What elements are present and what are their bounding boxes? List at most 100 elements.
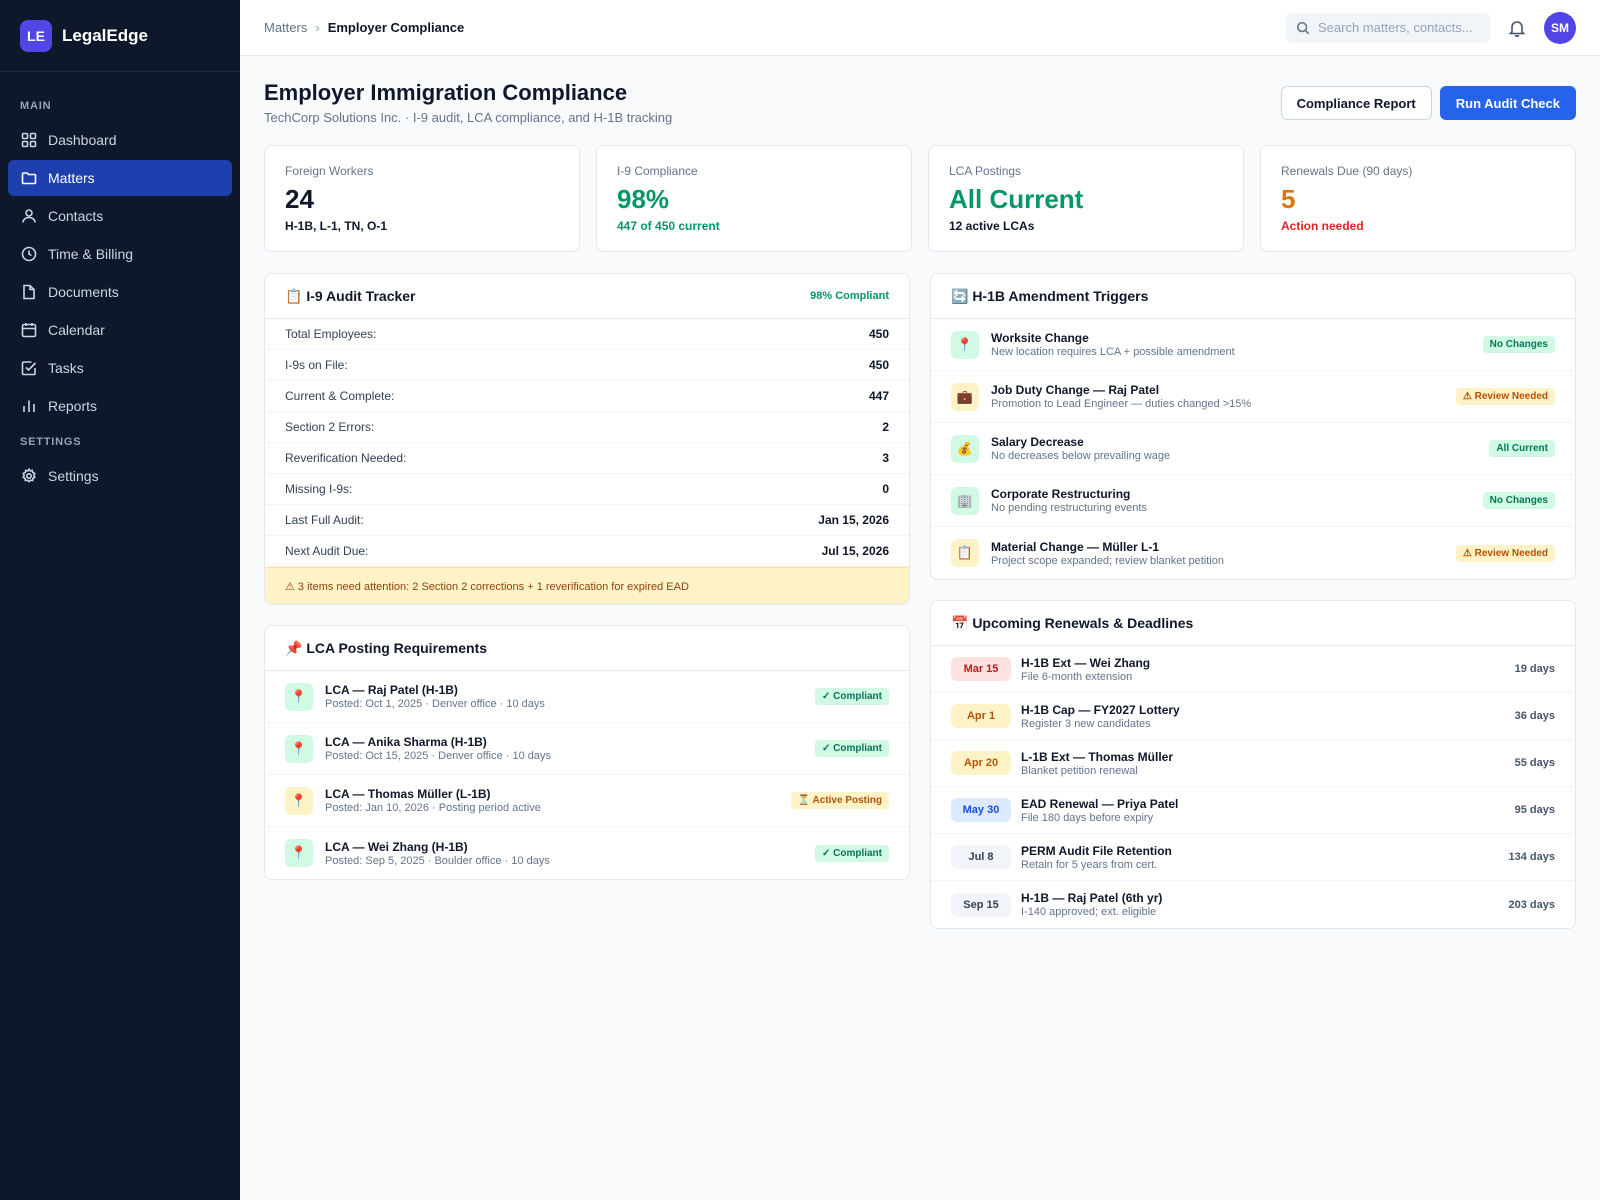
deadline-item[interactable]: Sep 15 H-1B — Raj Patel (6th yr) I-140 app… xyxy=(931,881,1575,928)
card-title: 📋 I-9 Audit Tracker xyxy=(285,287,416,304)
deadline-item[interactable]: Mar 15 H-1B Ext — Wei Zhang File 6-month e… xyxy=(931,646,1575,693)
sidebar-item-time-billing[interactable]: Time & Billing xyxy=(8,236,232,272)
avatar[interactable]: SM xyxy=(1544,11,1576,44)
days-remaining: 19 days xyxy=(1514,663,1555,675)
item-text: Material Change — Müller L-1 Project scop… xyxy=(991,540,1224,567)
left-column: 📋 I-9 Audit Tracker 98% Compliant Total … xyxy=(264,273,910,949)
item-icon: 💰 xyxy=(951,434,979,463)
item-text: PERM Audit File Retention Retain for 5 ye… xyxy=(1021,844,1172,871)
search-box[interactable] xyxy=(1286,12,1490,43)
search-icon xyxy=(1296,21,1310,34)
days-remaining: 95 days xyxy=(1514,804,1555,816)
item-text: LCA — Wei Zhang (H-1B) Posted: Sep 5, 202… xyxy=(325,840,550,867)
brand-logo: LE xyxy=(20,19,52,52)
compliance-report-button[interactable]: Compliance Report xyxy=(1280,86,1432,120)
amendment-trigger-item[interactable]: 💼 Job Duty Change — Raj Patel Promotion to… xyxy=(931,371,1575,423)
lca-item[interactable]: 📍 LCA — Thomas Müller (L-1B) Posted: Jan 1… xyxy=(265,775,909,827)
audit-row: Section 2 Errors: 2 xyxy=(265,412,909,443)
header-actions: Compliance Report Run Audit Check xyxy=(1280,86,1576,120)
item-text: H-1B — Raj Patel (6th yr) I-140 approved;… xyxy=(1021,891,1162,918)
breadcrumb-item-matters[interactable]: Matters xyxy=(264,20,308,35)
deadline-item[interactable]: Apr 1 H-1B Cap — FY2027 Lottery Register 3… xyxy=(931,693,1575,740)
stat-card-lca-postings: LCA Postings All Current 12 active LCAs xyxy=(928,145,1244,252)
sidebar-item-calendar[interactable]: Calendar xyxy=(8,312,232,348)
item-title: LCA — Thomas Müller (L-1B) xyxy=(325,787,491,801)
grid-icon xyxy=(20,131,38,149)
status-badge: ⚠ Review Needed xyxy=(1455,388,1555,405)
right-column: 🔄 H-1B Amendment Triggers 📍 Worksite Chan… xyxy=(930,273,1576,949)
audit-row-label: Next Audit Due: xyxy=(285,544,369,558)
status-badge: All Current xyxy=(1489,440,1555,457)
audit-row-value: 0 xyxy=(882,482,889,496)
item-title: Material Change — Müller L-1 xyxy=(991,539,1160,554)
breadcrumb: Matters › Employer Compliance xyxy=(264,20,464,35)
audit-row-value: 3 xyxy=(882,451,889,465)
amendment-trigger-item[interactable]: 📍 Worksite Change New location requires LC… xyxy=(931,319,1575,371)
audit-row-value: 447 xyxy=(868,389,889,403)
stat-sub: 12 active LCAs xyxy=(949,219,1035,233)
sidebar-item-tasks[interactable]: Tasks xyxy=(8,350,232,386)
calendar-icon xyxy=(20,321,38,339)
item-icon: 📍 xyxy=(285,786,313,815)
sidebar-item-label: Documents xyxy=(48,284,119,300)
amendment-trigger-item[interactable]: 💰 Salary Decrease No decreases below preva… xyxy=(931,423,1575,475)
item-subtitle: I-140 approved; ext. eligible xyxy=(1021,906,1157,918)
lca-item[interactable]: 📍 LCA — Raj Patel (H-1B) Posted: Oct 1, 20… xyxy=(265,671,909,723)
item-icon: 🏢 xyxy=(951,486,979,515)
item-text: EAD Renewal — Priya Patel File 180 days b… xyxy=(1021,797,1178,824)
item-subtitle: Promotion to Lead Engineer — duties chan… xyxy=(991,398,1252,410)
card-header: 📅 Upcoming Renewals & Deadlines xyxy=(931,601,1575,646)
sidebar-item-contacts[interactable]: Contacts xyxy=(8,198,232,234)
sidebar-item-reports[interactable]: Reports xyxy=(8,388,232,424)
sidebar-item-settings[interactable]: Settings xyxy=(8,458,232,494)
item-icon: 📍 xyxy=(285,682,313,711)
sidebar-item-dashboard[interactable]: Dashboard xyxy=(8,122,232,158)
audit-row-value: Jul 15, 2026 xyxy=(821,544,889,558)
item-subtitle: Blanket petition renewal xyxy=(1021,764,1138,777)
breadcrumb-current: Employer Compliance xyxy=(327,20,465,35)
item-text: LCA — Raj Patel (H-1B) Posted: Oct 1, 202… xyxy=(325,683,545,710)
page-title: Employer Immigration Compliance xyxy=(264,80,628,105)
status-badge: ⚠ Review Needed xyxy=(1455,544,1555,562)
card-title: 📌 LCA Posting Requirements xyxy=(285,639,488,656)
gear-icon xyxy=(20,467,38,485)
item-title: LCA — Wei Zhang (H-1B) xyxy=(325,839,468,854)
status-badge: ✓ Compliant xyxy=(814,688,889,705)
audit-row: Reverification Needed: 3 xyxy=(265,443,909,474)
item-title: EAD Renewal — Priya Patel xyxy=(1021,796,1179,811)
item-title: Corporate Restructuring xyxy=(991,487,1131,501)
item-subtitle: No decreases below prevailing wage xyxy=(991,450,1171,462)
deadline-item[interactable]: Apr 20 L-1B Ext — Thomas Müller Blanket pe… xyxy=(931,740,1575,787)
brand-name: LegalEdge xyxy=(62,25,148,45)
bell-icon[interactable] xyxy=(1508,19,1526,37)
audit-row-label: Current & Complete: xyxy=(285,389,395,403)
item-text: L-1B Ext — Thomas Müller Blanket petition… xyxy=(1021,750,1173,777)
amendment-trigger-item[interactable]: 🏢 Corporate Restructuring No pending restr… xyxy=(931,475,1575,527)
status-badge: ✓ Compliant xyxy=(814,844,889,862)
sidebar-item-documents[interactable]: Documents xyxy=(8,274,232,310)
audit-row-label: Total Employees: xyxy=(285,327,377,341)
item-title: LCA — Anika Sharma (H-1B) xyxy=(325,735,487,749)
amendment-list: 📍 Worksite Change New location requires LC… xyxy=(931,319,1575,579)
item-title: H-1B — Raj Patel (6th yr) xyxy=(1021,891,1163,905)
card-header: 🔄 H-1B Amendment Triggers xyxy=(931,274,1575,319)
lca-item[interactable]: 📍 LCA — Wei Zhang (H-1B) Posted: Sep 5, 20… xyxy=(265,827,909,879)
sidebar-item-label: Matters xyxy=(48,170,95,186)
brand[interactable]: LE LegalEdge xyxy=(0,0,240,72)
item-text: Worksite Change New location requires LCA… xyxy=(991,331,1235,358)
run-audit-check-button[interactable]: Run Audit Check xyxy=(1439,86,1576,120)
sidebar-item-label: Settings xyxy=(48,468,99,484)
stat-label: I-9 Compliance xyxy=(617,164,698,178)
search-input[interactable] xyxy=(1318,20,1478,35)
item-subtitle: No pending restructuring events xyxy=(991,502,1147,514)
audit-row: Next Audit Due: Jul 15, 2026 xyxy=(265,536,909,567)
audit-row: I-9s on File: 450 xyxy=(265,350,909,381)
h1b-amendment-card: 🔄 H-1B Amendment Triggers 📍 Worksite Chan… xyxy=(930,273,1576,580)
amendment-trigger-item[interactable]: 📋 Material Change — Müller L-1 Project sco… xyxy=(931,527,1575,579)
deadline-item[interactable]: Jul 8 PERM Audit File Retention Retain for… xyxy=(931,834,1575,881)
lca-item[interactable]: 📍 LCA — Anika Sharma (H-1B) Posted: Oct 15… xyxy=(265,723,909,775)
audit-row-label: Reverification Needed: xyxy=(285,451,407,465)
sidebar-item-matters[interactable]: Matters xyxy=(8,160,232,196)
deadline-item[interactable]: May 30 EAD Renewal — Priya Patel File 180 … xyxy=(931,787,1575,834)
item-subtitle: Retain for 5 years from cert. xyxy=(1021,858,1158,871)
